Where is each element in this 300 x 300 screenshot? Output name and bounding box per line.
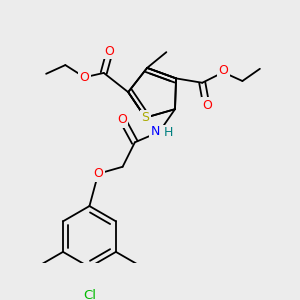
Text: O: O <box>93 167 103 180</box>
Text: O: O <box>218 64 228 77</box>
Text: O: O <box>117 113 127 126</box>
Text: H: H <box>163 126 173 139</box>
Text: S: S <box>141 111 149 124</box>
Text: O: O <box>80 71 89 84</box>
Text: N: N <box>151 125 160 138</box>
Text: Cl: Cl <box>83 290 96 300</box>
Text: O: O <box>104 45 114 58</box>
Text: O: O <box>202 99 212 112</box>
